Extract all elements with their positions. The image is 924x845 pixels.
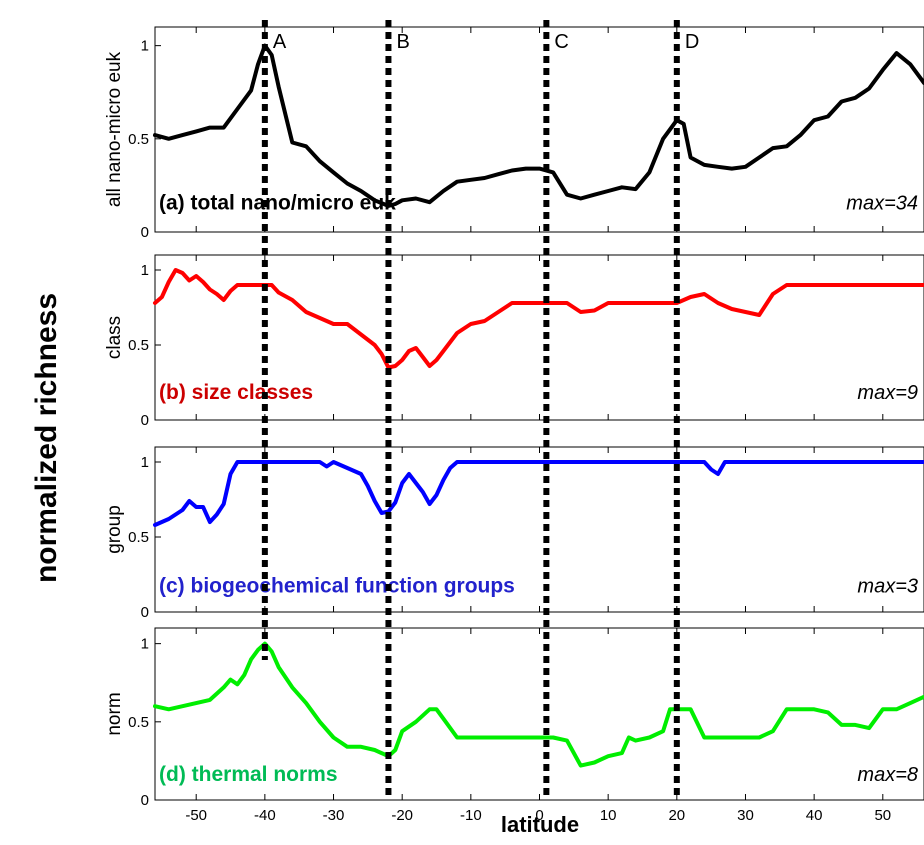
x-tick-label: 20 <box>668 807 685 824</box>
marker-label-B: B <box>396 31 409 53</box>
x-tick-label: -20 <box>391 807 413 824</box>
panel-max-label: max=8 <box>857 764 918 786</box>
panel-1: 0 0.5 1 class (b) size classes max=9 <box>104 254 924 429</box>
marker-label-C: C <box>554 31 568 53</box>
panel-ylabel: all nano-micro euk <box>104 51 125 207</box>
panel-max-label: max=9 <box>857 382 918 404</box>
x-tick-label: 40 <box>806 807 823 824</box>
x-tick-label: -40 <box>254 807 276 824</box>
y-axis-title: normalized richness <box>30 293 63 583</box>
panel-label: (b) size classes <box>159 381 313 404</box>
series-line <box>153 268 924 370</box>
panels-group: 0 0.5 1 all nano-micro euk (a) total nano/mi… <box>104 26 924 824</box>
y-tick-label: 0.5 <box>128 337 149 354</box>
x-tick-label: 0 <box>535 807 543 824</box>
panel-max-label: max=34 <box>846 193 918 215</box>
series-line <box>153 43 924 208</box>
panel-3: 0 0.5 1 norm (d) thermal norms max=8 <box>104 627 924 809</box>
x-tick-label: 50 <box>874 807 891 824</box>
x-tick-label: -50 <box>185 807 207 824</box>
series-line <box>153 460 924 527</box>
panel-ylabel: class <box>104 316 125 359</box>
panel-ylabel: norm <box>104 692 125 735</box>
y-tick-label: 0 <box>141 224 149 241</box>
y-tick-label: 1 <box>141 454 149 471</box>
panel-ylabel: group <box>104 505 125 554</box>
panel-label: (a) total nano/micro euk <box>159 192 396 215</box>
x-tick-label: -10 <box>460 807 482 824</box>
marker-label-D: D <box>685 31 699 53</box>
panel-2: 0 0.5 1 group (c) biogeochemical function gr… <box>104 446 924 621</box>
y-tick-label: 1 <box>141 38 149 55</box>
x-tick-label: 30 <box>737 807 754 824</box>
markers-group: A B C D <box>261 20 699 800</box>
y-tick-label: 0.5 <box>128 714 149 731</box>
y-tick-label: 0 <box>141 604 149 621</box>
y-tick-label: 0 <box>141 412 149 429</box>
x-tick-label: 10 <box>600 807 617 824</box>
panel-0: 0 0.5 1 all nano-micro euk (a) total nano/mi… <box>104 26 924 241</box>
x-axis-title: latitude <box>501 812 579 837</box>
y-tick-label: 1 <box>141 262 149 279</box>
panel-label: (d) thermal norms <box>159 763 338 786</box>
y-tick-label: 0.5 <box>128 131 149 148</box>
panel-max-label: max=3 <box>857 576 918 598</box>
series-line <box>153 641 924 768</box>
y-tick-label: 1 <box>141 636 149 653</box>
panel-label: (c) biogeochemical function groups <box>159 575 515 598</box>
y-tick-label: 0 <box>141 792 149 809</box>
x-tick-label: -30 <box>323 807 345 824</box>
marker-label-A: A <box>273 31 287 53</box>
y-tick-label: 0.5 <box>128 529 149 546</box>
